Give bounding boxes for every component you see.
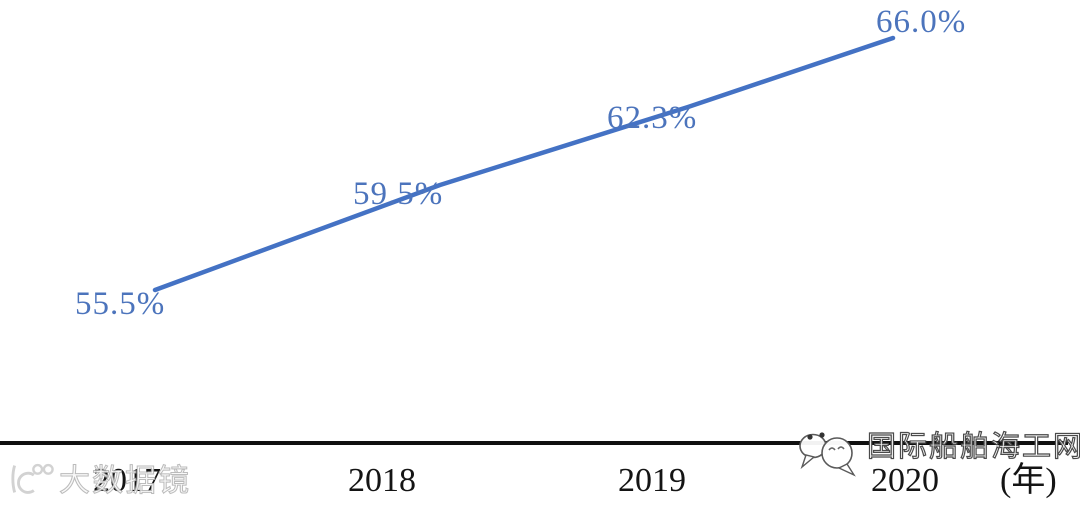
data-label-2017: 55.5%: [75, 286, 166, 322]
x-tick-2020: 2020: [871, 462, 939, 499]
x-tick-2017: 2017: [93, 462, 161, 499]
x-tick-2018: 2018: [348, 462, 416, 499]
data-label-2018: 59.5%: [353, 176, 444, 212]
data-label-2019: 62.3%: [607, 100, 698, 136]
x-axis-unit-label: (年): [1000, 462, 1057, 499]
x-tick-2019: 2019: [618, 462, 686, 499]
data-label-2020: 66.0%: [876, 4, 967, 40]
k100-logo: [11, 463, 54, 494]
watermark-source-badge: 国际船舶海工网: [797, 426, 1080, 478]
x-axis-line: [0, 441, 1068, 445]
chart-line-series: [152, 35, 896, 293]
watermark-left-badge: 大数据镜: [6, 458, 191, 500]
chat-bubbles-icon: [799, 432, 856, 477]
watermark-source-text: 国际船舶海工网: [866, 431, 1080, 464]
watermark-left-text: 大数据镜: [59, 463, 191, 498]
